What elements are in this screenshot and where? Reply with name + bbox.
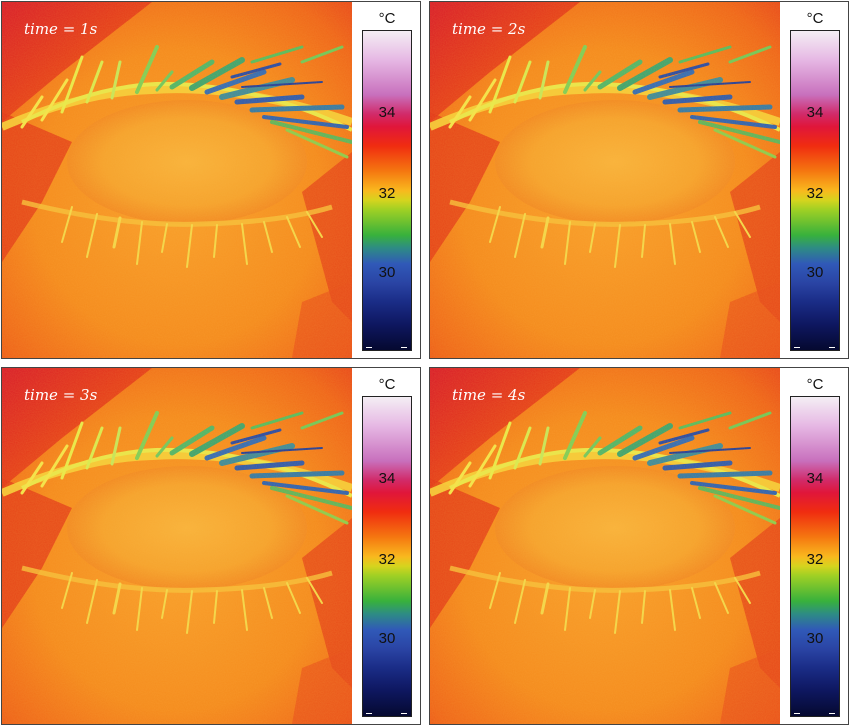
- tick-label: 34: [378, 104, 396, 121]
- time-label: time = 4s: [452, 386, 526, 404]
- tick-label: 34: [806, 104, 824, 121]
- colorbar-end-mark: [401, 347, 407, 348]
- unit-label: °C: [806, 10, 824, 27]
- colorbar: [362, 30, 412, 351]
- tick-label: 32: [806, 551, 824, 568]
- unit-label: °C: [378, 10, 396, 27]
- colorbar-end-mark: [794, 713, 800, 714]
- thermal-panel-1: time = 1s °C 34 32 30: [1, 1, 421, 359]
- tick-label: 34: [806, 470, 824, 487]
- time-label: time = 3s: [24, 386, 98, 404]
- thermal-panel-4: time = 4s °C 34 32 30: [429, 367, 849, 725]
- tick-label: 30: [806, 630, 824, 647]
- colorbar-end-mark: [401, 713, 407, 714]
- temperature-scale: °C 34 32 30: [354, 368, 420, 724]
- thermal-image: [2, 2, 352, 358]
- colorbar: [790, 30, 840, 351]
- unit-label: °C: [806, 376, 824, 393]
- colorbar: [790, 396, 840, 717]
- colorbar: [362, 396, 412, 717]
- tick-label: 32: [378, 185, 396, 202]
- thermal-panel-3: time = 3s °C 34 32 30: [1, 367, 421, 725]
- colorbar-end-mark: [794, 347, 800, 348]
- time-label: time = 2s: [452, 20, 526, 38]
- temperature-scale: °C 34 32 30: [354, 2, 420, 358]
- tick-label: 34: [378, 470, 396, 487]
- time-label: time = 1s: [24, 20, 98, 38]
- tick-label: 30: [378, 264, 396, 281]
- thermal-image: [430, 2, 780, 358]
- tick-label: 32: [378, 551, 396, 568]
- thermal-panel-2: time = 2s °C 34 32 30: [429, 1, 849, 359]
- tick-label: 32: [806, 185, 824, 202]
- thermal-image: [2, 368, 352, 724]
- colorbar-end-mark: [366, 713, 372, 714]
- tick-label: 30: [378, 630, 396, 647]
- unit-label: °C: [378, 376, 396, 393]
- thermal-image: [430, 368, 780, 724]
- temperature-scale: °C 34 32 30: [782, 368, 848, 724]
- colorbar-end-mark: [366, 347, 372, 348]
- colorbar-end-mark: [829, 347, 835, 348]
- temperature-scale: °C 34 32 30: [782, 2, 848, 358]
- colorbar-end-mark: [829, 713, 835, 714]
- tick-label: 30: [806, 264, 824, 281]
